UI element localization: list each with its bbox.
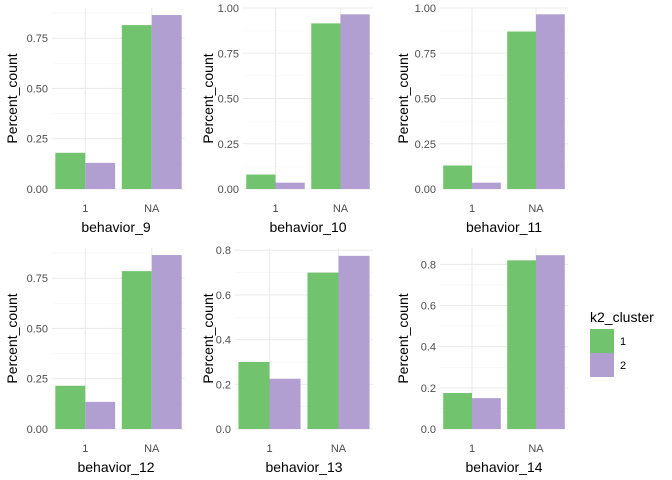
y-tick-label: 0.50 <box>27 83 48 95</box>
x-tick-label: 1 <box>469 203 475 215</box>
y-tick-label: 1.00 <box>415 3 436 15</box>
y-axis-title: Percent_count <box>200 53 216 143</box>
bar <box>338 255 370 429</box>
y-axis-title: Percent_count <box>395 53 411 143</box>
y-tick-label: 0.2 <box>421 383 436 395</box>
x-axis-title: behavior_11 <box>466 219 542 235</box>
y-tick-label: 0.0 <box>216 424 231 436</box>
x-tick-label: 1 <box>82 203 88 215</box>
legend: k2_cluster 1 2 <box>590 309 654 377</box>
bar <box>85 401 116 429</box>
y-tick-label: 0.50 <box>415 94 436 106</box>
x-tick-label: NA <box>144 443 160 455</box>
legend-label-2: 2 <box>620 360 626 372</box>
y-tick-label: 0.25 <box>218 139 239 151</box>
y-tick-label: 0.6 <box>216 290 231 302</box>
bar <box>507 31 536 190</box>
y-tick-label: 0.00 <box>415 184 436 196</box>
bar <box>472 398 501 429</box>
y-tick-label: 0.6 <box>421 301 436 313</box>
bar <box>238 361 270 429</box>
y-tick-label: 0.25 <box>415 139 436 151</box>
x-tick-label: NA <box>144 203 160 215</box>
y-tick-label: 1.00 <box>218 3 239 15</box>
bar <box>151 255 182 429</box>
x-tick-label: NA <box>333 203 349 215</box>
x-axis-title: behavior_14 <box>465 459 542 475</box>
y-tick-label: 0.00 <box>27 184 48 196</box>
bar <box>311 23 341 190</box>
bar <box>340 14 370 189</box>
x-tick-label: NA <box>528 443 544 455</box>
x-tick-label: 1 <box>82 443 88 455</box>
chart-panel-6: 0.0 0.2 0.4 0.6 0.8 1 NA behavior_14 Percent_cou… <box>395 248 568 475</box>
bar <box>55 152 86 189</box>
y-axis-title: Percent_count <box>200 293 216 383</box>
chart-panels: 0.00 0.25 0.50 0.75 1 NA behavior_9 Percent_cou… <box>4 3 568 475</box>
y-tick-label: 0.75 <box>27 33 48 45</box>
y-tick-label: 0.4 <box>216 335 231 347</box>
y-tick-label: 0.00 <box>27 424 48 436</box>
bar <box>307 272 339 429</box>
legend-label-1: 1 <box>620 336 626 348</box>
x-axis-title: behavior_9 <box>81 219 150 235</box>
y-tick-label: 0.75 <box>415 48 436 60</box>
x-tick-label: 1 <box>469 443 475 455</box>
bar <box>443 165 472 189</box>
bar <box>55 385 86 429</box>
y-tick-label: 0.25 <box>27 134 48 146</box>
bar <box>246 174 276 189</box>
y-tick-label: 0.75 <box>27 273 48 285</box>
bar <box>536 14 565 189</box>
bar <box>472 182 501 189</box>
x-tick-label: NA <box>331 443 347 455</box>
x-axis-title: behavior_13 <box>265 459 342 475</box>
chart-panel-5: 0.0 0.2 0.4 0.6 0.8 1 NA behavior_13 Percent_cou… <box>200 245 373 475</box>
y-tick-label: 0.2 <box>216 379 231 391</box>
y-tick-label: 0.4 <box>421 342 436 354</box>
chart-panel-4: 0.00 0.25 0.50 0.75 1 NA behavior_12 Percent_co… <box>4 248 185 475</box>
y-tick-label: 0.50 <box>218 94 239 106</box>
legend-swatch-2 <box>590 353 614 377</box>
bar <box>85 162 116 189</box>
bar <box>275 182 305 189</box>
chart-panel-3: 0.00 0.25 0.50 0.75 1.00 1 NA behavior_11 Percen… <box>395 3 568 235</box>
chart-panel-2: 0.00 0.25 0.50 0.75 1.00 1 NA behavior_10 Percen… <box>200 3 373 235</box>
y-tick-label: 0.8 <box>421 259 436 271</box>
y-tick-label: 0.25 <box>27 374 48 386</box>
y-tick-label: 0.8 <box>216 245 231 257</box>
bar <box>507 260 536 429</box>
bar <box>121 271 152 429</box>
bar <box>536 255 565 429</box>
y-axis-title: Percent_count <box>395 293 411 383</box>
y-tick-label: 0.50 <box>27 323 48 335</box>
y-tick-label: 0.75 <box>218 48 239 60</box>
y-tick-label: 0.0 <box>421 424 436 436</box>
bar <box>269 378 301 429</box>
chart-panel-1: 0.00 0.25 0.50 0.75 1 NA behavior_9 Percent_cou… <box>4 8 185 235</box>
y-axis-title: Percent_count <box>4 53 20 143</box>
x-tick-label: NA <box>528 203 544 215</box>
y-axis-title: Percent_count <box>4 293 20 383</box>
legend-title: k2_cluster <box>590 309 654 325</box>
bar <box>121 25 152 189</box>
bar <box>443 393 472 429</box>
legend-swatch-1 <box>590 329 614 353</box>
bar <box>151 15 182 189</box>
y-tick-label: 0.00 <box>218 184 239 196</box>
x-tick-label: 1 <box>266 443 272 455</box>
x-axis-title: behavior_10 <box>269 219 346 235</box>
x-tick-label: 1 <box>272 203 278 215</box>
x-axis-title: behavior_12 <box>77 459 154 475</box>
